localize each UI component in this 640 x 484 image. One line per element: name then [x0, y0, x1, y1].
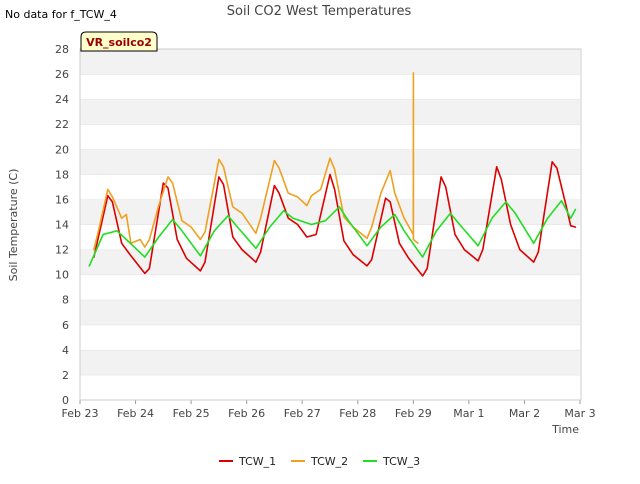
legend: TCW_1 TCW_2 TCW_3 — [219, 455, 420, 468]
y-tick-label: 20 — [55, 143, 69, 156]
x-tick-label: Feb 26 — [228, 407, 265, 420]
nodata-note: No data for f_TCW_4 — [5, 8, 117, 21]
y-tick-label: 4 — [62, 344, 69, 357]
y-axis-label: Soil Temperature (C) — [7, 169, 20, 282]
x-tick-label: Feb 25 — [173, 407, 210, 420]
x-tick-label: Feb 24 — [117, 407, 154, 420]
series-lines — [88, 72, 577, 277]
grid-band — [80, 149, 580, 175]
y-tick-label: 0 — [62, 394, 69, 407]
x-tick-label: Feb 28 — [339, 407, 376, 420]
series-line-tcw_3 — [88, 199, 577, 267]
grid-band — [80, 349, 580, 375]
y-tick-label: 18 — [55, 168, 69, 181]
grid-band — [80, 99, 580, 125]
chart-title: Soil CO2 West Temperatures — [227, 4, 412, 19]
site-badge: VR_soilco2 — [80, 31, 158, 52]
legend-label-tcw_3: TCW_3 — [382, 455, 420, 468]
series-line-tcw_1 — [93, 161, 577, 277]
x-axis-ticks: Feb 23 Feb 24 Feb 25 Feb 26 Feb 27 Feb 28 Feb … — [62, 400, 596, 420]
y-tick-label: 22 — [55, 118, 69, 131]
y-tick-label: 16 — [55, 193, 69, 206]
site-badge-box — [80, 31, 158, 52]
grid-band — [80, 124, 580, 150]
site-badge-label: VR_soilco2 — [86, 36, 152, 49]
x-tick-label: Mar 1 — [453, 407, 484, 420]
grid-band — [80, 274, 580, 300]
y-tick-label: 10 — [55, 269, 69, 282]
grid-band — [80, 374, 580, 400]
y-tick-label: 24 — [55, 93, 69, 106]
grid-band — [80, 49, 580, 75]
x-tick-label: Feb 29 — [395, 407, 432, 420]
y-tick-label: 6 — [62, 319, 69, 332]
grid-band — [80, 299, 580, 325]
grid-band — [80, 249, 580, 275]
legend-label-tcw_2: TCW_2 — [310, 455, 348, 468]
grid-band — [80, 74, 580, 100]
y-tick-label: 2 — [62, 369, 69, 382]
grid-band — [80, 324, 580, 350]
x-tick-label: Mar 3 — [564, 407, 595, 420]
legend-label-tcw_1: TCW_1 — [238, 455, 276, 468]
x-tick-label: Mar 2 — [509, 407, 540, 420]
y-tick-label: 26 — [55, 68, 69, 81]
x-tick-label: Feb 27 — [284, 407, 321, 420]
grid-band — [80, 224, 580, 250]
grid-bands — [80, 48, 580, 400]
y-tick-label: 12 — [55, 244, 69, 257]
y-tick-label: 8 — [62, 294, 69, 307]
y-tick-label: 28 — [55, 43, 69, 56]
x-axis-label: Time — [551, 423, 579, 436]
y-tick-label: 14 — [55, 219, 69, 232]
plot-frame — [79, 48, 582, 401]
x-tick-label: Feb 23 — [62, 407, 99, 420]
series-line-tcw_2 — [93, 72, 419, 251]
